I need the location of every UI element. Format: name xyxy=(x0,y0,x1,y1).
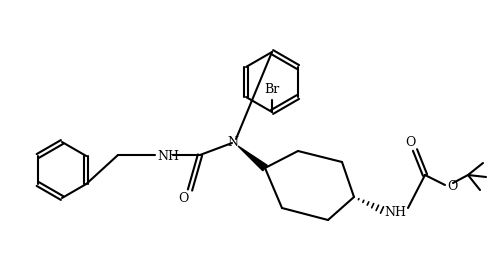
Text: Br: Br xyxy=(264,83,280,96)
Text: O: O xyxy=(447,181,458,193)
Text: NH: NH xyxy=(384,206,406,218)
Text: NH: NH xyxy=(157,150,179,162)
Polygon shape xyxy=(238,146,267,171)
Text: N: N xyxy=(227,136,239,148)
Text: O: O xyxy=(178,192,188,204)
Text: O: O xyxy=(405,136,415,148)
